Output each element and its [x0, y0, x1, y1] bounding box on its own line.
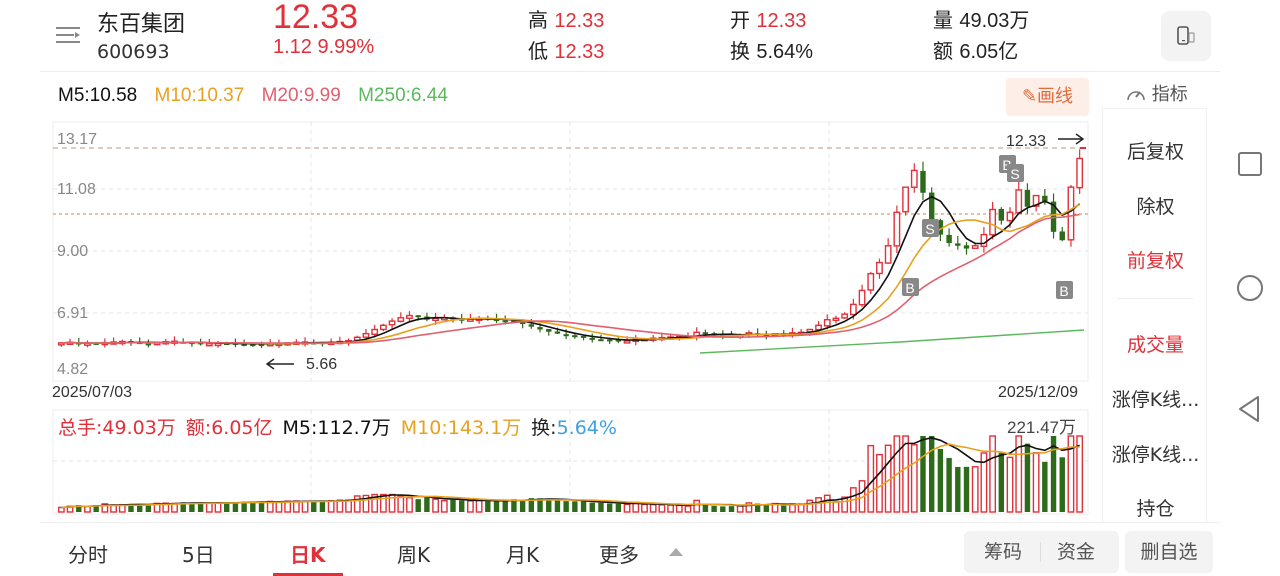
stock-header: 东百集团 600693 12.33 1.12 9.99% 高 12.33 低 1…	[40, 0, 1220, 72]
draw-line-label: 画线	[1037, 86, 1074, 107]
remove-watchlist-label: 删自选	[1140, 541, 1198, 563]
menu-arrow-icon[interactable]	[56, 22, 82, 48]
stat-amount-value: 6.05亿	[959, 41, 1019, 63]
side-item-ex-rights[interactable]: 除权	[1136, 196, 1175, 218]
volume-total: 总手:49.03万	[58, 417, 176, 439]
stat-high-value: 12.33	[554, 10, 605, 32]
ma20-value: M20:9.99	[261, 85, 341, 106]
volume-amount: 额:6.05亿	[185, 417, 273, 439]
ma10-value: M10:10.37	[154, 85, 245, 106]
volume-m5: M5:112.7万	[282, 417, 391, 439]
ma-legend: M5:10.58 M10:10.37 M20:9.99 M250:6.44	[58, 85, 460, 107]
side-item-position[interactable]: 持仓	[1136, 498, 1175, 520]
stat-low-value: 12.33	[554, 41, 605, 63]
caret-up-icon[interactable]	[669, 548, 683, 556]
price-tick-5: 4.82	[57, 361, 89, 378]
svg-text:B: B	[1002, 157, 1011, 173]
indicator-label: 指标	[1151, 84, 1188, 105]
indicator-button[interactable]: 指标	[1126, 80, 1188, 106]
price-tick-2: 11.08	[57, 181, 96, 198]
side-item-forward-adjusted[interactable]: 前复权	[1126, 250, 1184, 272]
start-date: 2025/07/03	[52, 384, 133, 401]
low-price-annotation: 5.66	[306, 356, 338, 373]
tab-weekly-k[interactable]: 周K	[397, 543, 431, 567]
remove-watchlist-button[interactable]: 删自选	[1125, 531, 1213, 573]
draw-line-button[interactable]: ✎画线	[1006, 78, 1089, 116]
stat-turnover: 换 5.64%	[730, 35, 813, 64]
stock-name: 东百集团	[97, 12, 186, 37]
tab-intraday[interactable]: 分时	[68, 543, 108, 567]
stat-amount-label: 额	[933, 39, 953, 63]
stat-high-label: 高	[528, 8, 548, 32]
stat-low: 低 12.33	[528, 35, 604, 64]
volume-turnover-label: 换:	[531, 417, 557, 439]
rotate-screen-button[interactable]	[1161, 11, 1211, 61]
funds-button[interactable]: 资金	[1057, 541, 1096, 563]
tab-monthly-k[interactable]: 月K	[506, 543, 540, 567]
high-price-annotation: 12.33	[1006, 133, 1047, 150]
stat-turnover-label: 换	[730, 39, 750, 63]
stat-amount: 额 6.05亿	[933, 35, 1018, 64]
stock-code: 600693	[97, 41, 170, 63]
stat-low-label: 低	[528, 39, 548, 63]
tab-daily-k[interactable]: 日K	[290, 543, 326, 567]
end-date: 2025/12/09	[998, 384, 1079, 401]
divider	[1040, 542, 1041, 562]
svg-text:S: S	[1010, 166, 1019, 182]
home-icon[interactable]	[1237, 275, 1263, 301]
bottom-tab-bar: 分时 5日 日K 周K 月K 更多 筹码 资金 删自选	[40, 522, 1220, 576]
price-tick-4: 6.91	[57, 305, 89, 322]
stat-open-value: 12.33	[756, 10, 807, 32]
side-item-limit-up-k-2[interactable]: 涨停K线...	[1111, 444, 1200, 466]
ma5-value: M5:10.58	[58, 85, 138, 106]
side-panel: 后复权 除权 前复权 成交量 涨停K线... 涨停K线... 持仓	[1102, 108, 1207, 523]
stat-open: 开 12.33	[730, 4, 806, 33]
tab-5day[interactable]: 5日	[182, 543, 215, 567]
price-tick-3: 9.00	[57, 243, 89, 260]
ma250-value: M250:6.44	[358, 85, 448, 106]
recents-icon[interactable]	[1238, 152, 1262, 176]
svg-text:B: B	[1059, 283, 1068, 299]
pencil-icon: ✎	[1021, 86, 1038, 107]
side-item-limit-up-k-1[interactable]: 涨停K线...	[1111, 389, 1200, 411]
price-change: 1.12 9.99%	[273, 36, 375, 58]
rotate-screen-icon	[1177, 26, 1195, 45]
active-tab-indicator	[273, 573, 343, 576]
side-divider	[1117, 298, 1193, 299]
volume-turnover: 5.64%	[556, 417, 617, 439]
volume-legend: 总手:49.03万 额:6.05亿 M5:112.7万 M10:143.1万 换:5.6…	[58, 413, 627, 440]
stat-volume-label: 量	[933, 8, 953, 32]
chips-funds-group: 筹码 资金	[964, 531, 1119, 573]
stat-volume-value: 49.03万	[959, 10, 1030, 32]
side-item-volume[interactable]: 成交量	[1126, 334, 1184, 356]
volume-m10: M10:143.1万	[400, 417, 522, 439]
svg-text:B: B	[905, 280, 914, 296]
svg-text:S: S	[925, 221, 934, 237]
stat-volume: 量 49.03万	[933, 4, 1029, 33]
price-tick-1: 13.17	[57, 131, 98, 148]
side-item-back-adjusted[interactable]: 后复权	[1126, 141, 1184, 163]
stat-turnover-value: 5.64%	[756, 41, 814, 63]
system-nav-bar	[1222, 0, 1280, 576]
current-price: 12.33	[273, 0, 359, 36]
back-icon[interactable]	[1239, 396, 1259, 422]
stat-open-label: 开	[730, 8, 750, 32]
volume-max-label: 221.47万	[1007, 418, 1076, 437]
gauge-icon	[1127, 91, 1145, 101]
stat-high: 高 12.33	[528, 4, 604, 33]
chips-button[interactable]: 筹码	[984, 541, 1023, 563]
tab-more[interactable]: 更多	[599, 543, 639, 567]
